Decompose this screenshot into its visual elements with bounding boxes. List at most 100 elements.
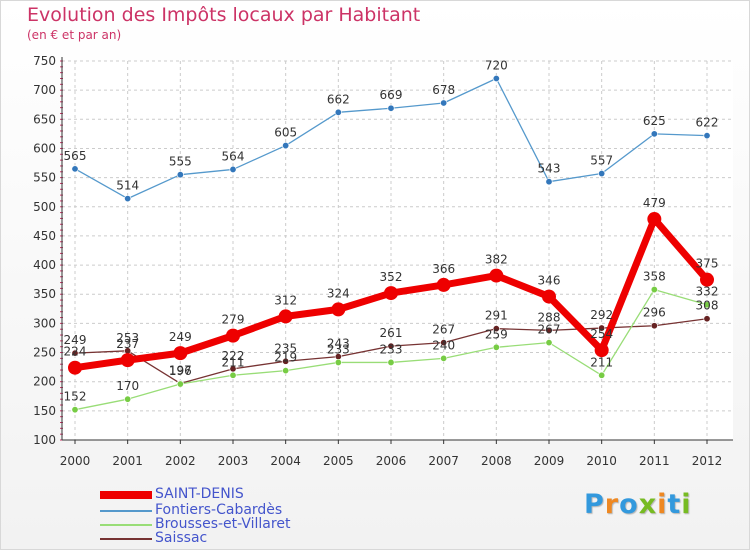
data-label-saissac: 197 [169,363,192,377]
x-tick-label: 2000 [60,454,91,468]
data-label-fontiers-cabardes: 514 [116,179,139,193]
data-label-saint-denis: 237 [116,337,139,351]
data-label-fontiers-cabardes: 565 [64,149,87,163]
y-tick-label: 550 [33,171,56,185]
x-tick-label: 2011 [639,454,670,468]
logo-letter: o [619,489,639,520]
data-point-brousses-et-villaret [282,367,290,375]
legend-label-saint-denis: SAINT-DENIS [155,486,244,502]
data-point-brousses-et-villaret [703,301,711,309]
data-label-saissac: 249 [64,333,87,347]
data-point-saissac [703,315,711,323]
y-tick-label: 450 [33,229,56,243]
data-point-saint-denis [436,277,451,292]
data-label-saint-denis: 352 [380,270,403,284]
data-point-saint-denis [489,268,504,283]
x-tick-label: 2004 [270,454,301,468]
data-label-fontiers-cabardes: 720 [485,58,508,72]
data-point-brousses-et-villaret [124,395,132,403]
data-point-fontiers-cabardes [71,165,79,173]
legend-label-saissac: Saissac [155,530,208,546]
data-point-brousses-et-villaret [71,406,79,414]
data-point-saissac [387,342,395,350]
data-label-saissac: 296 [643,306,666,320]
data-label-brousses-et-villaret: 211 [590,355,613,369]
data-point-brousses-et-villaret [598,371,606,379]
data-point-fontiers-cabardes [229,165,237,173]
data-point-fontiers-cabardes [440,99,448,107]
data-point-brousses-et-villaret [334,358,342,366]
chart-title: Evolution des Impôts locaux par Habitant [27,4,421,26]
x-tick-label: 2012 [692,454,723,468]
data-label-brousses-et-villaret: 240 [432,338,455,352]
data-point-fontiers-cabardes [650,130,658,138]
data-label-saissac: 235 [274,341,297,355]
data-point-saint-denis [173,346,188,361]
data-label-fontiers-cabardes: 669 [380,88,403,102]
data-label-saissac: 222 [222,349,245,363]
data-label-fontiers-cabardes: 662 [327,92,350,106]
data-point-brousses-et-villaret [545,339,553,347]
x-tick-label: 2003 [218,454,249,468]
data-point-fontiers-cabardes [282,142,290,150]
y-tick-label: 350 [33,287,56,301]
proxiti-logo: Proxiti [584,489,692,520]
data-point-saint-denis [68,360,82,375]
y-tick-label: 650 [33,112,56,126]
data-point-saint-denis [700,272,714,287]
y-tick-label: 600 [33,141,56,155]
data-label-brousses-et-villaret: 358 [643,270,666,284]
data-point-saissac [545,326,553,334]
data-point-fontiers-cabardes [492,74,500,82]
data-point-fontiers-cabardes [176,171,184,179]
legend-swatch-brousses-et-villaret [100,524,152,526]
data-label-fontiers-cabardes: 622 [696,116,719,130]
logo-letter: i [657,489,668,520]
data-point-saint-denis [542,289,556,304]
data-label-brousses-et-villaret: 332 [696,285,719,299]
y-tick-label: 400 [33,258,56,272]
data-point-saint-denis [647,212,662,227]
data-label-saint-denis: 254 [590,327,613,341]
data-label-saint-denis: 224 [64,345,87,359]
data-label-brousses-et-villaret: 196 [169,364,192,378]
data-label-saint-denis: 312 [274,293,297,307]
data-label-saint-denis: 382 [485,253,508,267]
legend-label-brousses-et-villaret: Brousses-et-Villaret [155,516,291,532]
data-point-brousses-et-villaret [229,371,237,379]
data-label-saissac: 267 [432,323,455,337]
data-label-brousses-et-villaret: 259 [485,327,508,341]
data-label-fontiers-cabardes: 678 [432,83,455,97]
data-point-saissac [282,357,290,365]
legend-swatch-saint-denis [100,491,152,499]
data-point-saissac [598,324,606,332]
chart-subtitle: (en € et par an) [27,28,122,42]
data-point-fontiers-cabardes [387,104,395,112]
y-tick-label: 750 [33,54,56,68]
data-label-brousses-et-villaret: 170 [116,379,139,393]
data-label-brousses-et-villaret: 219 [274,351,297,365]
x-tick-label: 2006 [376,454,407,468]
logo-letter: t [667,489,682,520]
y-tick-label: 500 [33,200,56,214]
legend-swatch-fontiers-cabardes [100,510,152,512]
data-label-brousses-et-villaret: 233 [327,342,350,356]
data-point-brousses-et-villaret [176,380,184,388]
data-point-brousses-et-villaret [387,358,395,366]
data-label-saissac: 291 [485,309,508,323]
data-point-saint-denis [384,286,398,301]
data-label-saint-denis: 324 [327,286,350,300]
data-point-fontiers-cabardes [598,170,606,178]
y-tick-label: 200 [33,375,56,389]
x-tick-label: 2008 [481,454,512,468]
logo-letter: i [681,489,692,520]
data-label-brousses-et-villaret: 152 [64,390,87,404]
data-label-saissac: 288 [538,310,561,324]
data-point-saissac [492,325,500,333]
data-point-brousses-et-villaret [492,343,500,351]
x-tick-label: 2005 [323,454,354,468]
data-point-fontiers-cabardes [545,178,553,186]
data-point-saint-denis [594,343,609,358]
data-point-saissac [650,322,658,330]
